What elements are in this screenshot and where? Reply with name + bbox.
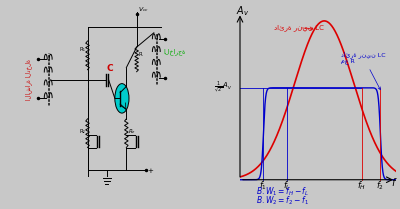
Circle shape [115, 84, 129, 113]
Text: $A_v$: $A_v$ [236, 4, 249, 18]
Text: f: f [391, 178, 394, 188]
Text: دائرة رنين LC
مع R: دائرة رنين LC مع R [341, 51, 386, 90]
Text: $V_{cc}$: $V_{cc}$ [138, 5, 149, 14]
Text: $B.W_1 = f_H - f_L$: $B.W_1 = f_H - f_L$ [256, 186, 309, 198]
Text: دائرة رنين LC: دائرة رنين LC [274, 24, 324, 31]
Text: الاشارة الدخلة: الاشارة الدخلة [25, 60, 32, 100]
Text: $f_H$: $f_H$ [357, 180, 366, 192]
Text: R₁: R₁ [80, 47, 86, 52]
Text: $f_L$: $f_L$ [283, 180, 291, 192]
Text: C: C [106, 64, 113, 73]
Text: $B.W_2 = f_2 - f_1$: $B.W_2 = f_2 - f_1$ [256, 194, 308, 207]
Text: $R_e$: $R_e$ [128, 127, 136, 136]
Text: $f_1$: $f_1$ [259, 180, 268, 192]
Text: R: R [139, 52, 142, 57]
Text: $f_2$: $f_2$ [376, 180, 384, 192]
Text: R₂: R₂ [80, 129, 86, 134]
Text: $\frac{1}{\sqrt{2}}$$A_v$: $\frac{1}{\sqrt{2}}$$A_v$ [214, 80, 232, 96]
Text: الخارجة: الخارجة [163, 48, 186, 55]
Text: +: + [148, 168, 153, 174]
